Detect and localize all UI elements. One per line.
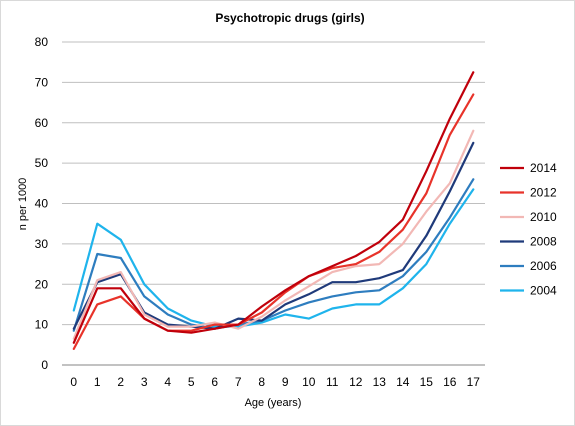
x-tick-label: 13 [373,375,387,389]
legend-label-2004: 2004 [530,284,557,298]
y-tick-label: 30 [35,237,49,251]
series-line-2004 [72,188,475,328]
x-tick-label: 3 [141,375,148,389]
legend-label-2014: 2014 [530,161,557,175]
x-tick-label: 7 [235,375,242,389]
x-tick-label: 1 [94,375,101,389]
x-tick-label: 0 [70,375,77,389]
x-tick-label: 4 [164,375,171,389]
x-tick-label: 16 [443,375,457,389]
legend-label-2006: 2006 [530,259,557,273]
series-line-2012 [72,93,475,350]
x-tick-labels: 0 1 2 3 4 5 6 7 8 9 10 11 12 13 14 15 16 17 [70,375,480,389]
x-tick-label: 11 [326,375,339,389]
y-tick-label: 60 [35,116,49,130]
legend: 2014 2012 2010 2008 2006 2004 [500,161,557,298]
series-lines [72,71,475,350]
x-axis-label: Age (years) [245,397,302,409]
x-tick-label: 6 [211,375,218,389]
y-tick-label: 0 [41,358,48,372]
y-tick-labels: 0 10 20 30 40 50 60 70 80 [35,35,49,372]
y-tick-label: 40 [35,197,49,211]
x-tick-label: 12 [349,375,363,389]
x-tick-label: 10 [302,375,316,389]
y-tick-label: 10 [35,318,49,332]
legend-label-2010: 2010 [530,210,557,224]
x-tick-label: 17 [467,375,481,389]
x-tick-label: 8 [258,375,265,389]
y-tick-label: 50 [35,156,49,170]
y-tick-label: 80 [35,35,49,49]
chart-title: Psychotropic drugs (girls) [215,11,364,25]
y-axis-label: n per 1000 [17,178,29,231]
series-line-2014 [72,71,475,344]
x-tick-label: 14 [396,375,410,389]
y-tick-label: 20 [35,277,49,291]
gridlines [62,41,485,366]
x-tick-label: 15 [420,375,434,389]
y-tick-label: 70 [35,75,49,89]
x-tick-label: 2 [117,375,124,389]
series-line-2008 [72,141,475,330]
x-tick-label: 5 [188,375,195,389]
series-line-2010 [72,129,475,340]
series-line-2006 [72,178,475,332]
x-tick-label: 9 [282,375,289,389]
legend-label-2008: 2008 [530,235,557,249]
legend-label-2012: 2012 [530,186,557,200]
